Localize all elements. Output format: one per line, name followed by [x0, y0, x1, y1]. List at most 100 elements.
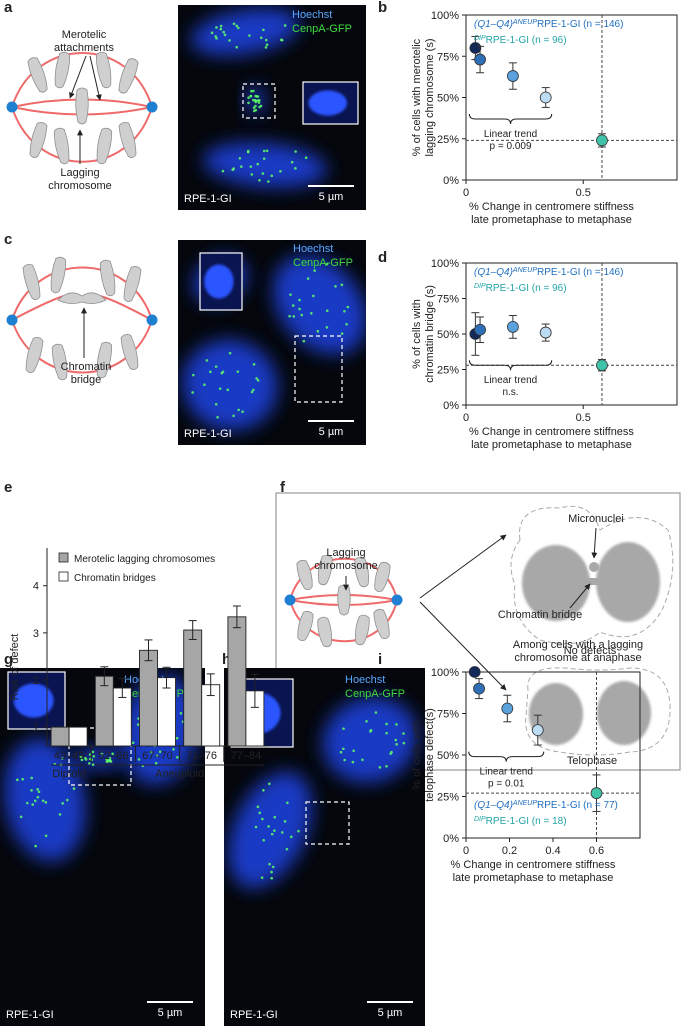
trend-label: p = 0.009: [490, 141, 532, 152]
bridge: [586, 578, 602, 585]
x-tick-label: 77–84: [231, 750, 262, 762]
kinetochore: [262, 788, 265, 792]
kinetochore: [256, 805, 260, 809]
kinetochore: [340, 283, 344, 287]
nucleus: [522, 545, 590, 621]
kinetochore: [232, 22, 236, 26]
kinetochore: [100, 752, 104, 756]
panel-label: h: [222, 651, 231, 668]
bar: [68, 726, 88, 747]
chromosome: [118, 122, 137, 158]
kinetochore: [283, 820, 287, 823]
kinetochore: [219, 27, 223, 31]
x-axis-label: late prometaphase to metaphase: [471, 439, 632, 451]
cell-line: RPE-1-GI: [184, 428, 232, 440]
chromosome: [373, 608, 390, 640]
chromosome: [374, 561, 391, 593]
spindle-pole: [6, 314, 18, 326]
chromosome: [95, 51, 112, 89]
diagram-label: Chromatin: [61, 361, 112, 373]
kinetochore: [172, 747, 175, 751]
kinetochore: [304, 156, 308, 160]
legend-entry: DIPRPE-1-GI (n = 96): [474, 283, 567, 295]
legend-prefix: (Q1–Q4): [474, 19, 513, 30]
dna-blob: [273, 255, 366, 355]
legend-swatch: [58, 571, 69, 582]
micrograph: Hoechst CenpA-GFP RPE-1-GI 5 µm: [178, 240, 366, 445]
kinetochore: [385, 731, 388, 735]
kinetochore: [302, 339, 306, 343]
kinetochore: [19, 815, 23, 819]
arrow: [569, 583, 591, 609]
kinetochore: [340, 332, 344, 335]
kinetochore: [223, 33, 227, 37]
diagram-label: Chromatin bridge: [498, 609, 582, 621]
stain-label: Hoechst: [293, 243, 333, 255]
kinetochore: [176, 755, 179, 759]
kinetochore: [232, 167, 236, 170]
kinetochore: [238, 156, 242, 160]
legend-prefix: (Q1–Q4): [474, 267, 513, 278]
kinetochore: [236, 370, 240, 373]
chromosome: [337, 584, 351, 616]
kinetochore: [279, 169, 282, 173]
x-tick-label: 0.6: [589, 845, 604, 857]
kinetochore: [259, 36, 263, 40]
legend-entry: Merotelic lagging chromosomes: [74, 554, 215, 565]
diagram-label: Lagging: [326, 547, 365, 559]
y-tick-label: 25%: [437, 792, 459, 804]
kinetochore: [218, 387, 222, 390]
kinetochore: [280, 831, 284, 834]
diagram-label: Micronuclei: [568, 513, 624, 525]
kinetochore: [345, 322, 348, 326]
y-tick-label: 100%: [431, 10, 459, 22]
legend-name: RPE-1-GI (n = 96): [486, 35, 567, 46]
stain-label: CenpA-GFP: [345, 688, 405, 700]
kinetochore: [250, 390, 254, 394]
x-tick-label: 71–76: [186, 750, 217, 762]
x-tick-label: 0.5: [576, 187, 591, 199]
dna-blob: [228, 771, 312, 889]
kinetochore: [325, 309, 329, 313]
kinetochore: [191, 391, 194, 394]
kinetochore: [254, 825, 258, 829]
kinetochore: [351, 760, 355, 764]
kinetochore: [111, 752, 114, 756]
kinetochore: [385, 722, 388, 726]
kinetochore: [325, 326, 329, 329]
legend-name: RPE-1-GI (n = 77): [537, 800, 618, 811]
kinetochore: [34, 844, 37, 848]
kinetochore: [258, 178, 261, 182]
kinetochore: [290, 160, 294, 164]
stain-label: Hoechst: [345, 674, 385, 686]
kinetochore: [395, 742, 398, 746]
kinetochore: [246, 149, 250, 153]
trend-brace: [468, 751, 545, 762]
panel-label: c: [4, 231, 12, 248]
trend-brace: [468, 113, 553, 124]
kinetochore: [209, 370, 212, 374]
legend-name: RPE-1-GI (n = 146): [537, 19, 623, 30]
roi-box: [242, 83, 276, 119]
y-axis-label: % of cells with: [411, 720, 423, 790]
stain-label: CenpA-GFP: [293, 257, 353, 269]
legend-superscript: ANEUP: [512, 267, 537, 274]
kinetochore: [256, 162, 260, 166]
kinetochore: [342, 727, 345, 730]
kinetochore: [214, 403, 218, 406]
legend-name: RPE-1-GI (n = 18): [486, 816, 567, 827]
kinetochore: [265, 149, 269, 153]
panel-label: g: [4, 651, 13, 668]
kinetochore: [369, 729, 373, 732]
chromosome: [297, 610, 314, 642]
kinetochore: [222, 30, 225, 34]
diagram-label: chromosome: [48, 180, 112, 192]
panel-label: b: [378, 0, 387, 16]
kinetochore: [154, 761, 158, 765]
dna-blob: [182, 339, 278, 431]
kinetochore: [136, 723, 140, 726]
legend-entry: DIPRPE-1-GI (n = 96): [474, 35, 567, 47]
point: [474, 53, 486, 66]
kinetochore: [247, 96, 250, 99]
y-tick-label: 1: [33, 722, 39, 734]
